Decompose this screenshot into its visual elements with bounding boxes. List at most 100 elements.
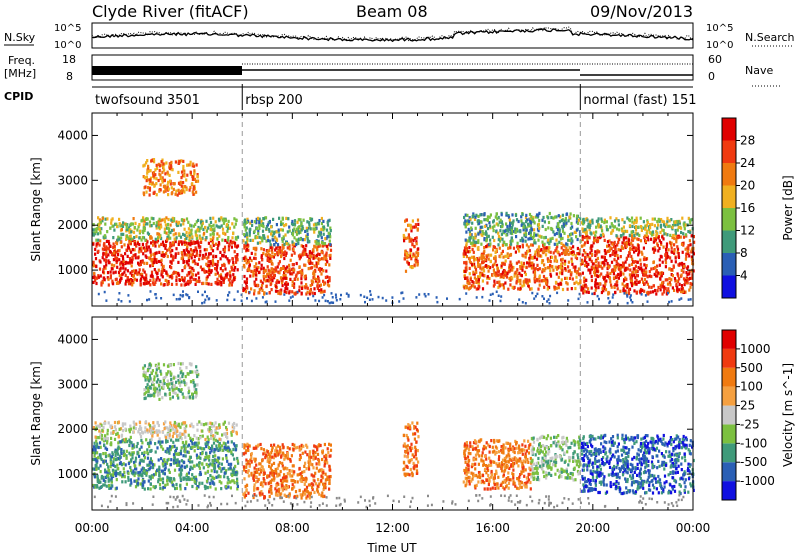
data-cell	[629, 276, 632, 280]
data-cell	[317, 261, 320, 265]
data-cell	[137, 250, 141, 254]
data-cell	[600, 290, 603, 295]
data-cell	[676, 228, 679, 232]
data-cell	[635, 278, 638, 283]
data-cell	[197, 276, 201, 280]
data-cell	[605, 228, 609, 232]
data-cell	[143, 450, 146, 454]
data-cell	[213, 469, 216, 474]
data-cell	[280, 220, 283, 224]
data-cell	[266, 265, 269, 269]
data-cell	[158, 244, 161, 248]
data-cell	[653, 224, 656, 228]
data-cell	[521, 284, 524, 288]
data-cell	[192, 185, 195, 189]
data-cell	[94, 464, 97, 468]
data-cell	[564, 276, 567, 280]
data-cell	[185, 241, 188, 245]
data-cell	[295, 291, 298, 295]
data-cell	[92, 275, 95, 280]
data-cell	[204, 238, 207, 242]
data-cell	[576, 221, 580, 225]
data-cell	[219, 250, 222, 254]
data-cell	[645, 231, 648, 235]
data-cell	[560, 241, 563, 246]
data-cell	[233, 268, 236, 272]
data-cell	[545, 246, 548, 250]
data-cell	[189, 247, 192, 252]
data-cell	[409, 248, 413, 252]
data-cell	[188, 477, 191, 482]
data-cell	[314, 268, 317, 272]
data-cell	[474, 236, 477, 240]
data-cell	[197, 271, 200, 275]
data-cell	[164, 278, 167, 282]
data-cell	[144, 217, 147, 221]
data-cell	[186, 245, 189, 249]
data-cell	[482, 256, 485, 260]
data-cell	[612, 272, 615, 276]
data-cell	[482, 251, 485, 255]
data-cell	[621, 261, 625, 265]
data-cell	[275, 238, 279, 242]
data-cell	[160, 242, 163, 246]
data-cell	[101, 216, 104, 221]
data-cell	[593, 238, 596, 242]
data-cell	[570, 246, 573, 250]
data-cell	[243, 246, 246, 250]
data-cell	[120, 300, 123, 303]
data-cell	[215, 254, 218, 259]
data-cell	[178, 159, 181, 163]
data-cell	[273, 276, 276, 280]
data-cell	[122, 266, 125, 270]
data-cell	[502, 286, 505, 290]
data-cell	[497, 238, 500, 242]
data-cell	[672, 264, 675, 268]
data-cell	[608, 301, 611, 305]
data-cell	[288, 299, 291, 302]
data-cell	[99, 470, 102, 474]
data-cell	[187, 250, 190, 254]
data-cell	[481, 273, 484, 277]
data-cell	[639, 291, 642, 295]
data-cell	[648, 231, 651, 235]
data-cell	[217, 456, 220, 460]
data-cell	[463, 261, 466, 265]
data-cell	[533, 241, 536, 245]
data-cell	[121, 438, 124, 442]
data-cell	[136, 479, 139, 483]
data-cell	[410, 257, 413, 261]
data-cell	[212, 236, 215, 240]
data-cell	[665, 251, 668, 255]
data-cell	[658, 258, 661, 262]
data-cell	[142, 191, 145, 195]
data-cell	[657, 217, 660, 221]
data-cell	[617, 240, 620, 245]
data-cell	[128, 280, 131, 284]
data-cell	[103, 252, 106, 256]
data-cell	[674, 279, 677, 283]
data-cell	[130, 264, 133, 268]
data-cell	[486, 275, 489, 279]
data-cell	[509, 231, 512, 235]
data-cell	[168, 447, 171, 451]
data-cell	[211, 463, 214, 467]
data-cell	[149, 278, 152, 282]
data-cell	[233, 241, 237, 245]
data-cell	[164, 460, 167, 464]
data-cell	[528, 262, 531, 266]
data-cell	[155, 278, 158, 282]
data-cell	[657, 236, 660, 240]
data-cell	[680, 268, 683, 272]
data-cell	[139, 470, 142, 474]
data-cell	[561, 261, 564, 265]
data-cell	[183, 276, 186, 280]
data-cell	[650, 274, 653, 279]
data-cell	[407, 233, 410, 237]
data-cell	[253, 268, 256, 272]
data-cell	[163, 230, 166, 234]
data-cell	[499, 218, 502, 222]
data-cell	[486, 265, 489, 269]
data-cell	[530, 221, 533, 225]
data-cell	[206, 263, 209, 267]
